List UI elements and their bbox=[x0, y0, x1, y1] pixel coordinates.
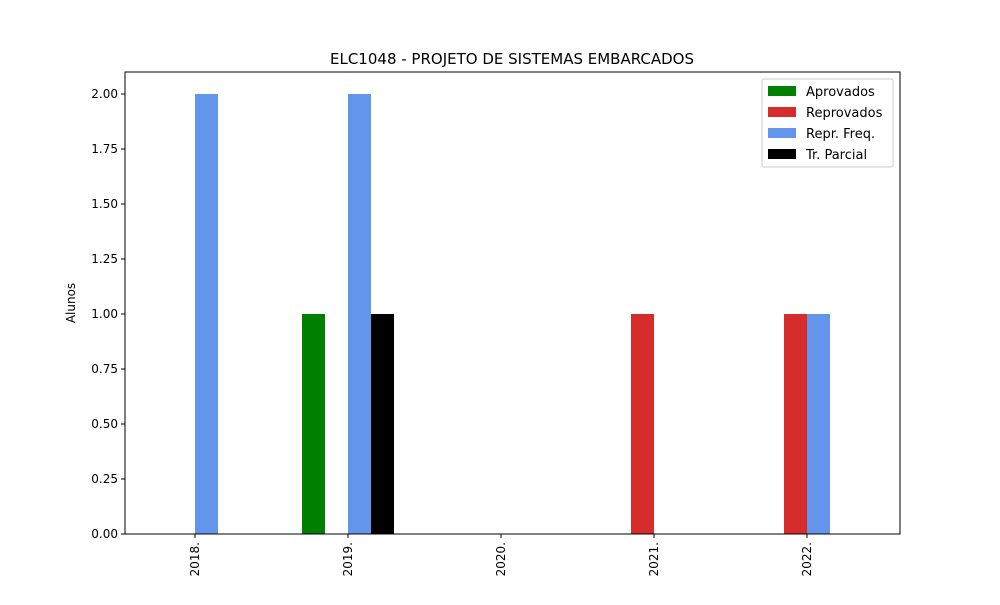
legend-label: Reprovados bbox=[806, 106, 883, 121]
y-tick-label: 0.00 bbox=[91, 527, 118, 541]
y-tick-label: 1.50 bbox=[91, 197, 118, 211]
x-axis: 2018. 2019. 2020. 2021. 2022. bbox=[188, 534, 814, 576]
legend-label: Repr. Freq. bbox=[806, 127, 875, 142]
x-tick-label: 2019. bbox=[341, 542, 355, 576]
y-tick-label: 0.25 bbox=[91, 472, 118, 486]
bars-group bbox=[195, 94, 830, 534]
bar-reprovados-2021 bbox=[631, 314, 654, 534]
legend-swatch bbox=[768, 86, 796, 96]
bar-repr-freq-2019 bbox=[348, 94, 371, 534]
bar-reprovados-2022 bbox=[784, 314, 807, 534]
y-tick-label: 1.00 bbox=[91, 307, 118, 321]
bar-repr-freq-2022 bbox=[807, 314, 830, 534]
y-axis: 0.00 0.25 0.50 0.75 1.00 1.25 1.50 1.75 2.00 bbox=[91, 87, 125, 541]
x-tick-label: 2021. bbox=[647, 542, 661, 576]
legend-swatch bbox=[768, 149, 796, 159]
y-axis-label: Alunos bbox=[64, 283, 78, 323]
legend-box bbox=[761, 78, 894, 168]
bar-tr-parcial-2019 bbox=[371, 314, 394, 534]
plot-area-frame bbox=[124, 71, 901, 535]
y-tick-label: 1.25 bbox=[91, 252, 118, 266]
legend-label: Tr. Parcial bbox=[805, 148, 867, 163]
bar-aprovados-2019 bbox=[302, 314, 325, 534]
y-tick-label: 0.50 bbox=[91, 417, 118, 431]
legend-label: Aprovados bbox=[806, 85, 875, 100]
x-tick-label: 2020. bbox=[494, 542, 508, 576]
chart-title: ELC1048 - PROJETO DE SISTEMAS EMBARCADOS bbox=[330, 50, 694, 68]
x-tick-label: 2022. bbox=[800, 542, 814, 576]
legend: Aprovados Reprovados Repr. Freq. Tr. Parcia… bbox=[761, 78, 894, 168]
y-tick-label: 1.75 bbox=[91, 142, 118, 156]
bar-repr-freq-2018 bbox=[195, 94, 218, 534]
x-tick-label: 2018. bbox=[188, 542, 202, 576]
legend-swatch bbox=[768, 107, 796, 117]
y-tick-label: 2.00 bbox=[91, 87, 118, 101]
legend-swatch bbox=[768, 128, 796, 138]
y-tick-label: 0.75 bbox=[91, 362, 118, 376]
